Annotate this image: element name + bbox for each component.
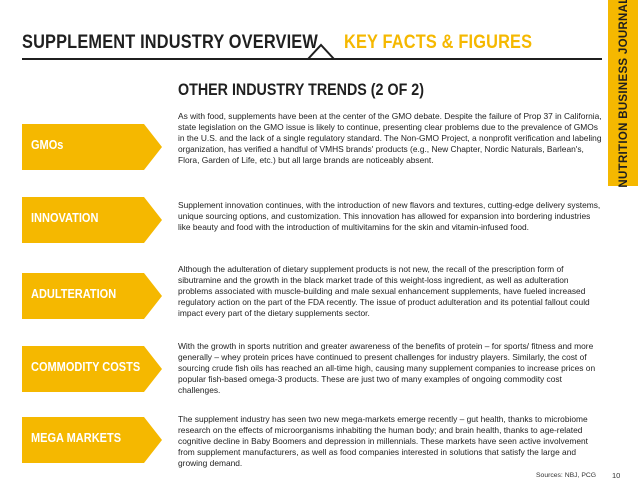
paragraph-mega-markets: The supplement industry has seen two new… xyxy=(178,414,588,468)
tab-label: COMMODITY COSTS xyxy=(31,360,141,374)
paragraph-gmos: As with food, supplements have been at t… xyxy=(178,111,602,165)
tab-gmos: GMOs xyxy=(22,124,162,170)
arrow-tab-shape xyxy=(22,346,162,392)
sources-note: Sources: NBJ, PCG xyxy=(536,472,597,479)
tab-label: MEGA MARKETS xyxy=(31,431,122,445)
section-title: OTHER INDUSTRY TRENDS (2 OF 2) xyxy=(178,80,424,99)
paragraph-innovation: Supplement innovation continues, with th… xyxy=(178,200,601,232)
page-header: SUPPLEMENT INDUSTRY OVERVIEW KEY FACTS &… xyxy=(22,30,602,56)
side-brand-label: NUTRITION BUSINESS JOURNAL xyxy=(618,0,630,188)
side-brand-band xyxy=(608,0,638,186)
arrow-tab-shape xyxy=(22,197,162,243)
tab-label: GMOs xyxy=(31,138,64,152)
header-divider xyxy=(22,58,602,60)
arrow-tab-shape xyxy=(22,273,162,319)
header-title: SUPPLEMENT INDUSTRY OVERVIEW xyxy=(22,32,318,53)
tab-innovation: INNOVATION xyxy=(22,197,162,243)
paragraph-commodity-costs: With the growth in sports nutrition and … xyxy=(178,341,596,395)
tab-label: ADULTERATION xyxy=(31,287,117,301)
arrow-tab-shape xyxy=(22,124,162,170)
tab-commodity-costs: COMMODITY COSTS xyxy=(22,346,162,392)
page-number: 10 xyxy=(612,471,621,480)
tab-label: INNOVATION xyxy=(31,211,99,225)
header-subtitle-highlight: KEY FACTS & FIGURES xyxy=(344,32,533,53)
tab-adulteration: ADULTERATION xyxy=(22,273,162,319)
arrow-tab-shape xyxy=(22,417,162,463)
paragraph-adulteration: Although the adulteration of dietary sup… xyxy=(178,264,590,318)
tab-mega-markets: MEGA MARKETS xyxy=(22,417,162,463)
